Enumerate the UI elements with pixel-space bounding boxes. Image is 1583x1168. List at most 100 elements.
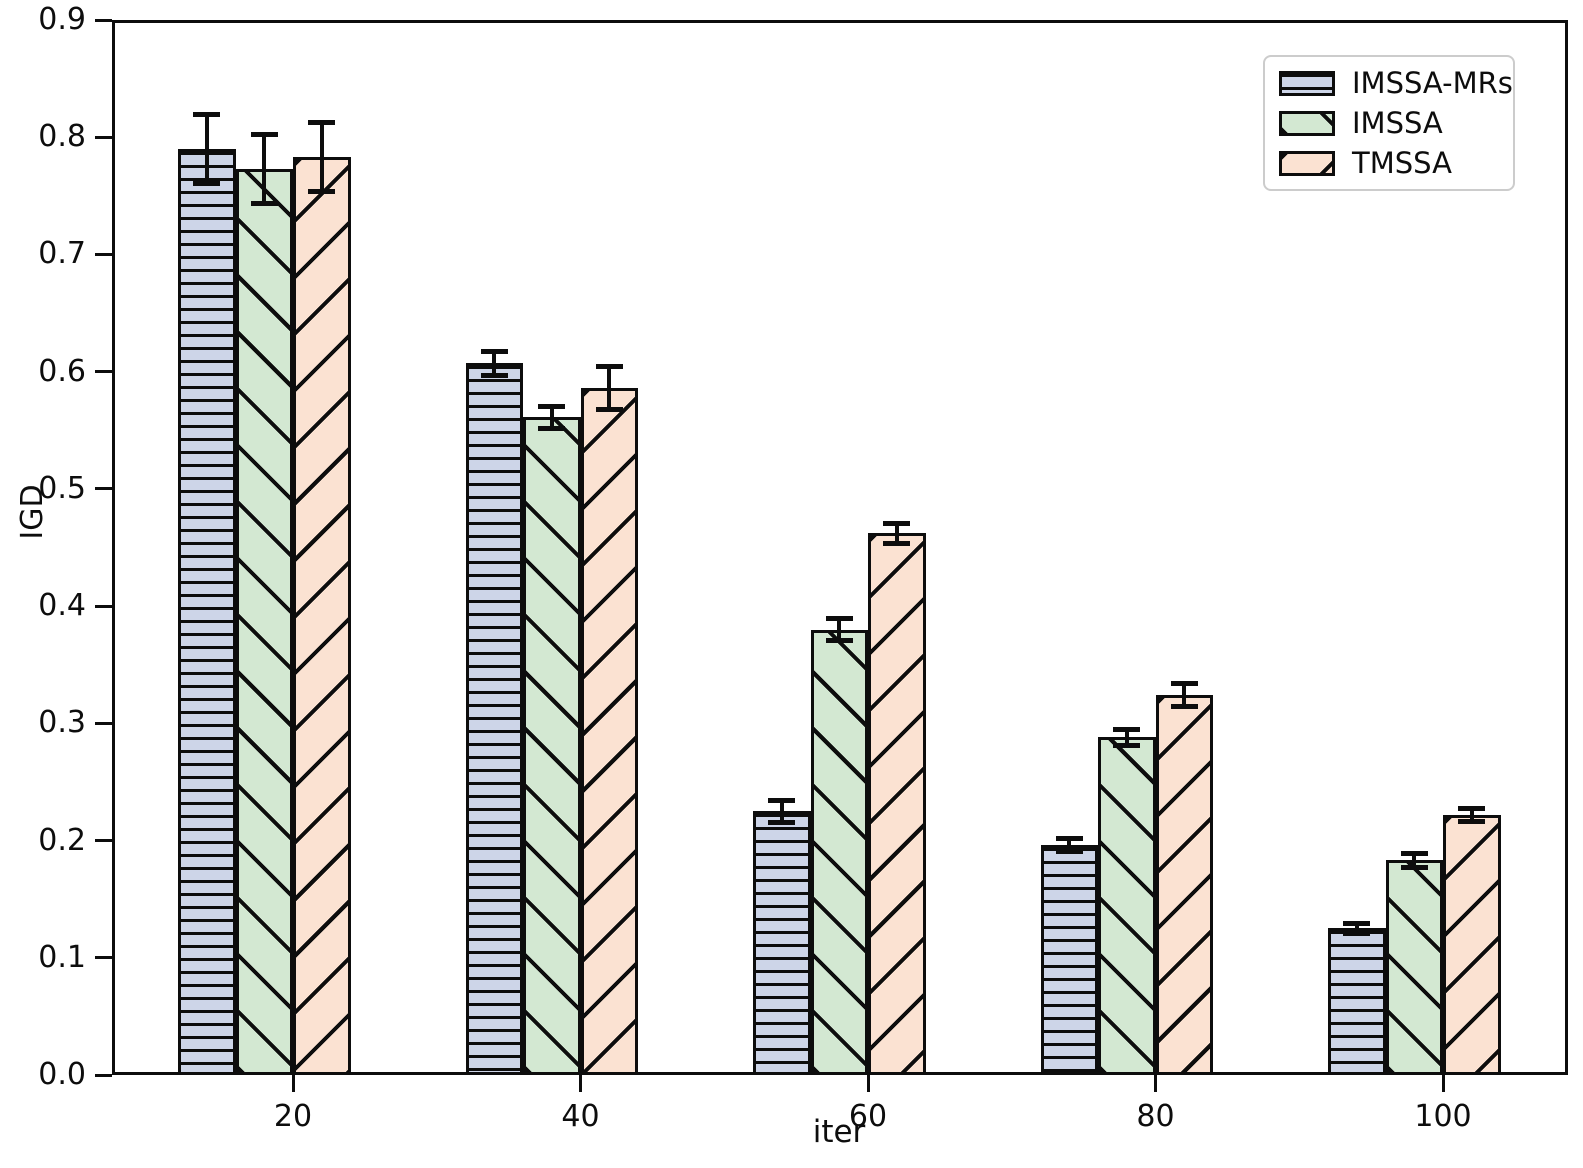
bar-imssa-iter-80 <box>1098 737 1156 1075</box>
bar-imssa-iter-40 <box>523 417 581 1075</box>
error-bar-cap-top <box>1400 851 1428 857</box>
y-tick-mark <box>95 252 112 256</box>
legend-label: IMSSA <box>1352 106 1443 140</box>
bar-imssa-iter-100 <box>1385 860 1443 1075</box>
error-bar-cap-top <box>480 348 508 354</box>
error-bar-cap-bottom <box>1400 864 1428 870</box>
error-bar-line <box>204 113 209 185</box>
y-tick-mark <box>95 370 112 374</box>
x-tick-mark <box>866 1075 870 1092</box>
y-tick-label: 0.8 <box>38 119 86 155</box>
error-bar-cap-bottom <box>1343 931 1371 937</box>
bar-imssa-mrs-iter-80 <box>1040 845 1098 1075</box>
y-tick-mark <box>95 18 112 22</box>
y-tick-mark <box>95 1073 112 1077</box>
legend-swatch-slash-icon <box>1279 150 1335 176</box>
y-tick-label: 0.1 <box>38 939 86 975</box>
x-tick-label: 60 <box>848 1099 888 1134</box>
bar-imssa-mrs-iter-40 <box>465 363 523 1075</box>
bar-imssa-mrs-iter-60 <box>753 811 811 1075</box>
y-tick-label: 0.4 <box>38 588 86 624</box>
x-tick-mark <box>579 1075 582 1092</box>
error-bar-line <box>262 133 267 205</box>
error-bar-cap-bottom <box>480 373 508 379</box>
y-tick-label: 0.6 <box>38 353 86 389</box>
error-bar-line <box>1412 853 1417 868</box>
x-tick-mark <box>291 1075 295 1092</box>
error-bar-line <box>1354 922 1359 935</box>
legend-swatch-horizontal-icon <box>1279 70 1335 96</box>
x-tick-label: 20 <box>273 1099 313 1134</box>
error-bar-cap-top <box>1113 727 1141 733</box>
error-bar-cap-top <box>1055 836 1083 842</box>
error-bar-line <box>837 617 842 642</box>
y-tick-label: 0.7 <box>38 236 86 272</box>
error-bar-cap-bottom <box>1170 703 1198 709</box>
error-bar-cap-top <box>1170 681 1198 687</box>
error-bar-cap-bottom <box>308 189 336 195</box>
y-axis-label: IGD <box>15 484 50 540</box>
y-tick-mark <box>95 956 112 960</box>
error-bar-line <box>1469 807 1474 822</box>
error-bar-line <box>1182 683 1187 707</box>
error-bar-line <box>607 365 612 411</box>
error-bar-cap-bottom <box>1055 849 1083 855</box>
bar-imssa-iter-60 <box>810 629 868 1075</box>
error-bar-cap-top <box>308 119 336 125</box>
bar-tmssa-iter-40 <box>580 388 638 1075</box>
error-bar-cap-top <box>538 403 566 409</box>
error-bar-cap-bottom <box>768 819 796 825</box>
error-bar-cap-top <box>595 363 623 369</box>
error-bar-cap-top <box>250 131 278 137</box>
legend-swatch-backslash-icon <box>1279 110 1335 136</box>
legend-item-imssa-mrs: IMSSA-MRs <box>1265 63 1513 103</box>
x-tick-label: 40 <box>561 1099 600 1134</box>
error-bar-line <box>492 350 497 377</box>
error-bar-line <box>319 121 324 193</box>
bar-imssa-mrs-iter-20 <box>178 148 236 1075</box>
bar-tmssa-iter-20 <box>293 157 351 1075</box>
legend-label: IMSSA-MRs <box>1352 66 1513 100</box>
error-bar-line <box>1124 729 1129 746</box>
y-tick-mark <box>95 135 112 139</box>
error-bar-cap-bottom <box>1113 742 1141 748</box>
x-axis-label: iter <box>812 1114 866 1150</box>
y-tick-label: 0.9 <box>38 2 86 37</box>
bar-tmssa-iter-100 <box>1443 814 1501 1075</box>
bar-imssa-iter-20 <box>235 168 293 1075</box>
error-bar-cap-top <box>1458 805 1486 811</box>
legend: IMSSA-MRs IMSSA TMSSA <box>1263 55 1515 191</box>
bar-tmssa-iter-80 <box>1155 695 1213 1075</box>
error-bar-cap-top <box>1343 920 1371 926</box>
y-tick-mark <box>95 839 112 843</box>
error-bar-cap-bottom <box>883 540 911 546</box>
error-bar-cap-bottom <box>250 201 278 207</box>
error-bar-line <box>549 405 554 430</box>
error-bar-line <box>894 522 899 544</box>
error-bar-cap-bottom <box>825 638 853 644</box>
error-bar-cap-top <box>883 520 911 526</box>
y-tick-mark <box>95 721 112 725</box>
y-tick-mark <box>95 604 112 608</box>
y-tick-label: 0.5 <box>38 470 86 506</box>
error-bar-cap-top <box>768 797 796 803</box>
legend-item-imssa: IMSSA <box>1265 103 1513 143</box>
error-bar-cap-bottom <box>1458 818 1486 824</box>
y-tick-label: 0.0 <box>38 1057 86 1092</box>
y-tick-label: 0.3 <box>38 705 86 741</box>
error-bar-cap-bottom <box>595 407 623 413</box>
x-tick-mark <box>1441 1075 1445 1092</box>
error-bar-cap-bottom <box>538 426 566 432</box>
bar-tmssa-iter-60 <box>868 533 926 1075</box>
y-tick-label: 0.2 <box>38 822 86 858</box>
x-tick-mark <box>1154 1075 1157 1092</box>
error-bar-cap-top <box>825 615 853 621</box>
legend-label: TMSSA <box>1352 146 1452 180</box>
x-tick-label: 80 <box>1136 1099 1175 1134</box>
x-tick-label: 100 <box>1414 1099 1472 1134</box>
error-bar-cap-bottom <box>193 181 221 187</box>
y-tick-mark <box>95 487 112 491</box>
error-bar-line <box>779 799 784 823</box>
error-bar-cap-top <box>193 111 221 117</box>
